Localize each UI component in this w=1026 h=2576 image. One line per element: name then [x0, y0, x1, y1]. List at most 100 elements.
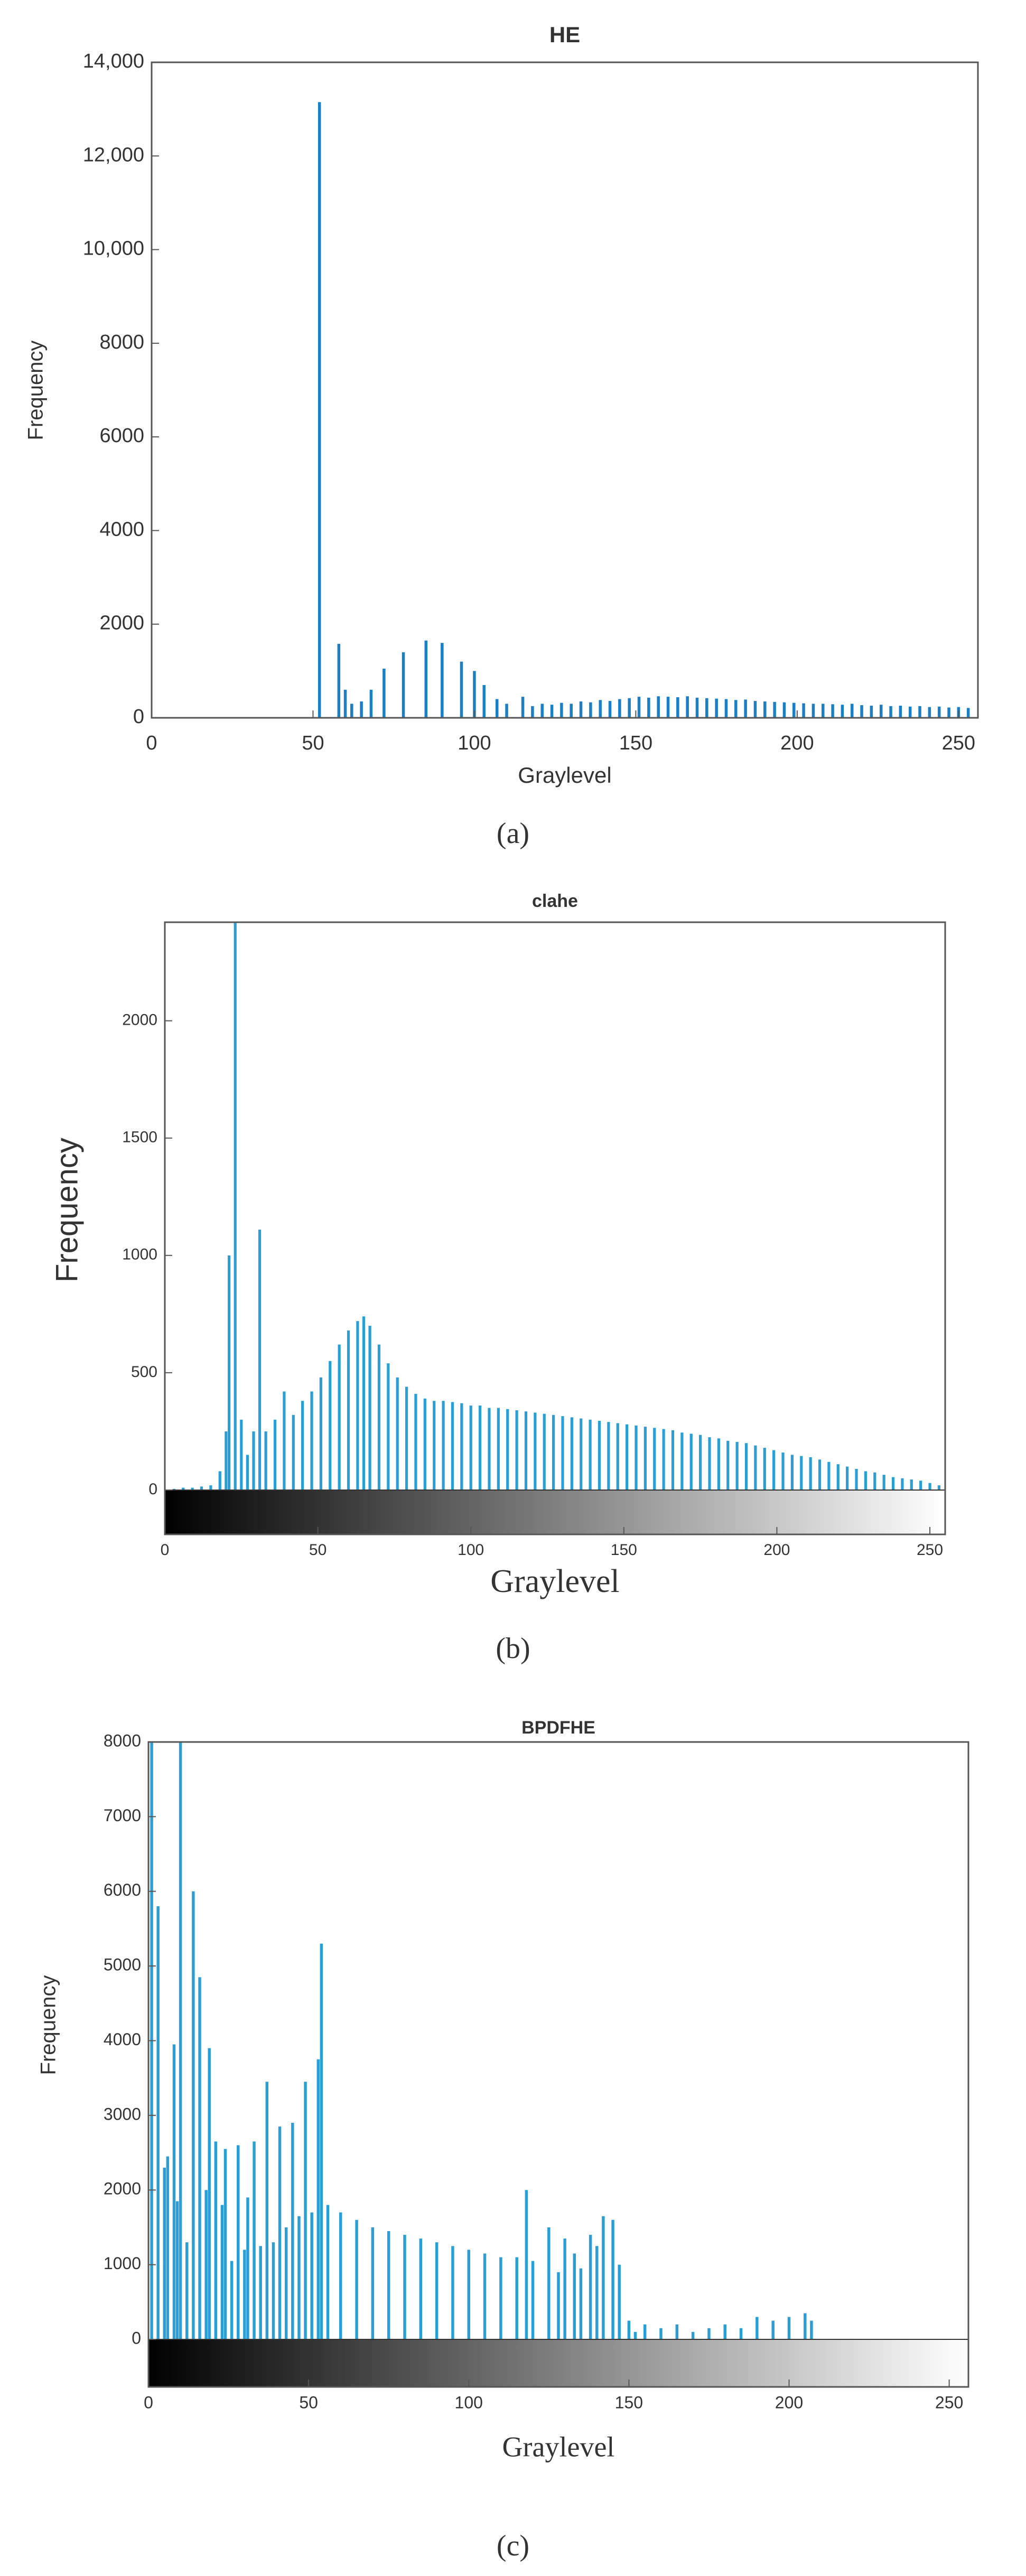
bar [773, 701, 776, 718]
bar [580, 1418, 583, 1490]
bar [589, 1419, 592, 1490]
bar [855, 1469, 858, 1490]
bar [611, 2219, 614, 2339]
bar [478, 1406, 482, 1490]
bar [383, 668, 386, 718]
bar [628, 698, 631, 718]
bar [836, 1464, 840, 1490]
bar [937, 706, 941, 718]
bar [550, 705, 554, 718]
bar [846, 1466, 849, 1490]
bar [402, 652, 405, 718]
bar [442, 1401, 445, 1490]
bar [355, 2219, 358, 2339]
x-tick-label: 200 [763, 1541, 790, 1559]
y-axis-label: Frequency [24, 341, 48, 441]
bar [273, 1419, 277, 1490]
y-tick-label: 2000 [99, 612, 144, 634]
bar [686, 696, 689, 718]
bar [360, 701, 363, 718]
bar [595, 2246, 599, 2339]
bar [543, 1413, 546, 1490]
bar [220, 2205, 224, 2339]
bar [671, 1430, 675, 1490]
bar [414, 1393, 417, 1490]
chart-title: BPDFHE [521, 1718, 595, 1738]
bar [616, 1423, 619, 1490]
bar [347, 1330, 350, 1490]
bar [350, 704, 353, 718]
bar [744, 699, 747, 718]
bar [469, 1406, 472, 1490]
bar [423, 1398, 426, 1490]
bar [715, 698, 718, 718]
x-tick-label: 150 [619, 732, 652, 754]
bar [283, 1391, 286, 1490]
bar [246, 1455, 249, 1490]
y-tick-label: 2000 [104, 2179, 141, 2198]
bar [695, 697, 699, 718]
bar [524, 1411, 528, 1490]
bar [163, 2167, 166, 2339]
bar [387, 1363, 390, 1490]
bar [723, 2324, 726, 2339]
bar [873, 1472, 876, 1490]
bar [635, 1425, 638, 1490]
bar [928, 707, 931, 718]
bar [329, 1361, 332, 1490]
bar [647, 697, 650, 718]
bar [850, 704, 854, 718]
y-tick-label: 0 [133, 706, 144, 728]
axis-frame [151, 61, 979, 719]
bar [891, 1477, 895, 1490]
bar [561, 1416, 564, 1490]
bar [772, 1450, 776, 1490]
bar [192, 1891, 195, 2339]
bar [618, 2264, 621, 2339]
bar [198, 1977, 201, 2339]
bar [264, 1431, 267, 1490]
bar [339, 2212, 342, 2339]
x-tick-label: 150 [615, 2393, 643, 2412]
bar [240, 1419, 243, 1490]
bar [209, 1485, 212, 1490]
bar [705, 698, 708, 718]
bar [258, 1229, 262, 1490]
bar [626, 1424, 629, 1490]
colorbar [164, 1490, 946, 1535]
bar [278, 2127, 282, 2339]
bar [919, 1481, 922, 1490]
bar [403, 2235, 406, 2339]
bar [675, 2324, 679, 2339]
bar [809, 1457, 812, 1490]
bar [482, 685, 486, 718]
y-tick-label: 0 [148, 1481, 157, 1498]
y-tick-label: 0 [132, 2328, 141, 2347]
bar [243, 2250, 246, 2339]
bar [570, 1417, 573, 1490]
bar [473, 671, 476, 718]
bar [864, 1471, 868, 1490]
bar [356, 1321, 359, 1490]
y-tick-label: 1000 [104, 2254, 141, 2273]
bar [451, 1402, 454, 1490]
bar [326, 2205, 330, 2339]
y-tick-label: 12,000 [83, 144, 144, 166]
x-tick-label: 200 [775, 2393, 803, 2412]
bar [552, 1415, 555, 1490]
bar [782, 702, 786, 718]
bar [735, 1441, 739, 1490]
bar [253, 2141, 256, 2339]
axis-frame [164, 921, 946, 1535]
bar [172, 2044, 176, 2339]
bar [225, 1431, 228, 1490]
bar [657, 696, 660, 718]
bar [800, 1456, 803, 1490]
bar [499, 2257, 502, 2339]
bar [790, 1455, 794, 1490]
bar [744, 1443, 748, 1490]
x-axis-label: Graylevel [518, 763, 611, 788]
bar [899, 705, 902, 718]
bar [560, 702, 563, 718]
